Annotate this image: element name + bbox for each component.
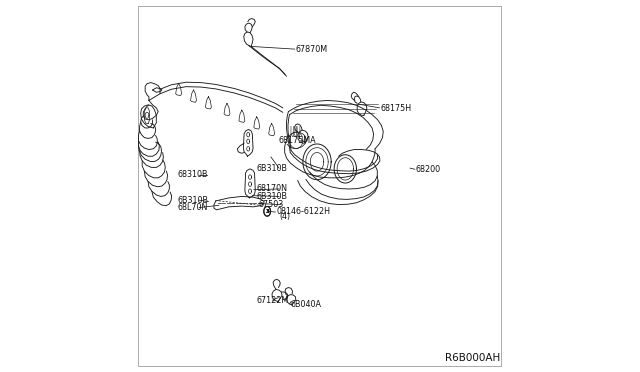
Text: 68175MA: 68175MA <box>278 136 316 145</box>
Text: 68200: 68200 <box>415 165 441 174</box>
Text: 3: 3 <box>265 209 269 214</box>
Text: 67503: 67503 <box>259 200 284 209</box>
Text: 68170N: 68170N <box>257 185 288 193</box>
Text: 6B040A: 6B040A <box>291 300 322 309</box>
Text: 68L70N: 68L70N <box>178 203 208 212</box>
Text: 08146-6122H: 08146-6122H <box>276 207 330 216</box>
Text: 67870M: 67870M <box>296 45 328 54</box>
Text: 6B310B: 6B310B <box>178 196 209 205</box>
Text: 6B310B: 6B310B <box>257 164 288 173</box>
Text: 3: 3 <box>265 209 269 214</box>
Text: 68310B: 68310B <box>178 170 209 179</box>
Text: 68175H: 68175H <box>381 104 412 113</box>
Text: (4): (4) <box>280 212 291 221</box>
Text: 6B310B: 6B310B <box>257 192 288 201</box>
Text: R6B000AH: R6B000AH <box>445 353 500 363</box>
Text: 67122M: 67122M <box>257 296 289 305</box>
